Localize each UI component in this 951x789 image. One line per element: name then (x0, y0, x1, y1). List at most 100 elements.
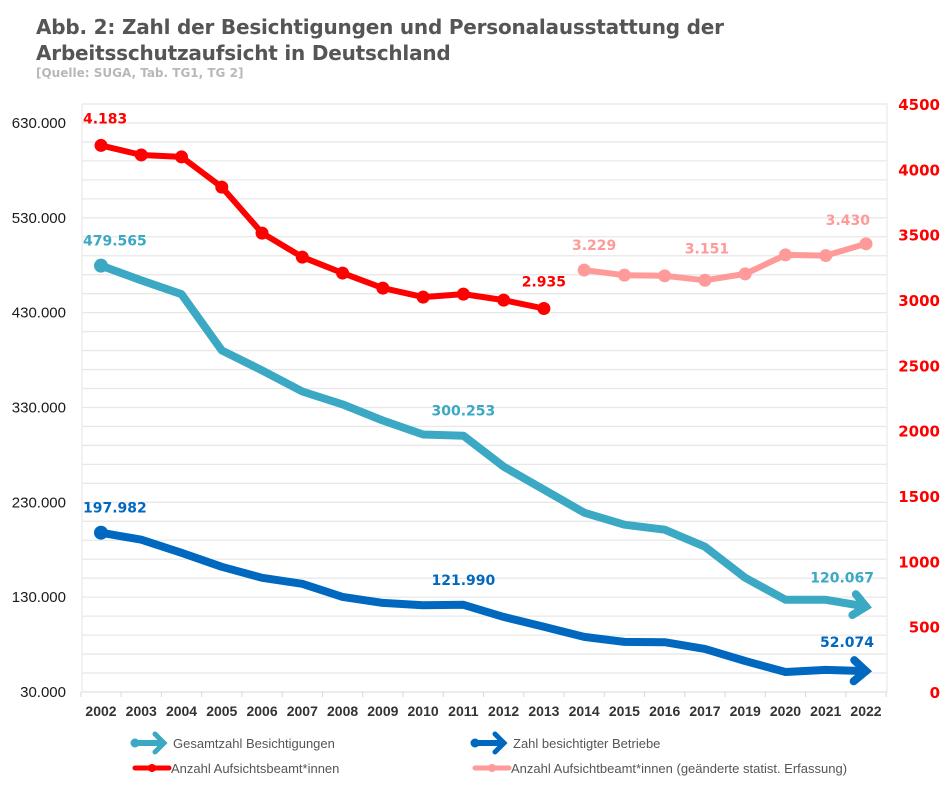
chart-title: Abb. 2: Zahl der Besichtigungen und Pers… (36, 15, 724, 65)
series-zahl-besichtigter-betriebe (94, 525, 873, 686)
data-label: 52.074 (820, 635, 874, 651)
y-left-tick-label: 530.000 (12, 210, 66, 227)
series-anzahl-aufsichtsbeamt-innen (94, 138, 551, 315)
series-anzahl-aufsichtbeamt-innen-ge-nderte-statist-erfassung (577, 237, 873, 287)
series-marker (94, 138, 108, 152)
series-marker (376, 281, 390, 295)
x-tick-label: 2022 (850, 703, 881, 719)
data-labels: 479.565 300.253 120.067 197.982 121.990 52.07… (83, 111, 874, 651)
y-left-tick-label: 30.000 (20, 684, 66, 701)
x-tick-label: 2007 (287, 703, 318, 719)
legend-label: Gesamtzahl Besichtigungen (173, 736, 335, 751)
x-tick-label: 2020 (770, 703, 801, 719)
series-marker (778, 248, 792, 262)
series-marker (658, 269, 672, 283)
series-marker (819, 249, 833, 263)
x-tick-label: 2003 (126, 703, 157, 719)
series-arrowhead (848, 590, 872, 619)
data-label: 3.430 (826, 213, 871, 229)
series-marker (859, 237, 873, 251)
legend-marker-icon (148, 764, 156, 772)
series-marker (537, 301, 551, 315)
x-tick-label: 2015 (609, 703, 640, 719)
y-right-tick-label: 4500 (898, 96, 940, 114)
y-right-tick-label: 3000 (898, 292, 940, 310)
series-marker (175, 150, 189, 164)
data-label: 3.229 (572, 238, 616, 254)
series-line (97, 261, 870, 611)
legend-arrow-icon-head (152, 731, 168, 755)
series-start-marker (94, 258, 108, 273)
series-marker (255, 226, 269, 240)
series-layer (94, 138, 873, 686)
legend-item: Zahl besichtigter Betriebe (470, 731, 660, 755)
y-left-tick-label: 630.000 (12, 115, 66, 132)
series-arrowhead (849, 656, 873, 686)
series-marker (617, 268, 631, 282)
series-line (97, 528, 870, 676)
y-left-tick-label: 130.000 (12, 589, 66, 606)
legend-item: Anzahl Aufsichtbeamt*innen (geänderte st… (472, 761, 847, 776)
x-tick-label: 2017 (689, 703, 720, 719)
data-label: 197.982 (83, 501, 147, 517)
y-right-tick-label: 500 (909, 619, 940, 637)
legend-arrow-icon-dot (130, 738, 140, 748)
series-marker (698, 273, 712, 287)
series-marker (738, 267, 752, 281)
legend-label: Anzahl Aufsichtbeamt*innen (geänderte st… (511, 761, 847, 776)
data-label: 300.253 (431, 404, 495, 420)
y-left-tick-label: 430.000 (12, 305, 66, 322)
x-tick-label: 2002 (85, 703, 116, 719)
x-tick-label: 2004 (166, 703, 197, 719)
x-tick-label: 2008 (327, 703, 358, 719)
axes: 2002 2003 2004 2005 2006 2007 2008 2009 2010 2011… (12, 96, 940, 719)
y-right-tick-label: 2500 (898, 357, 940, 375)
y-right-tick-label: 1000 (898, 553, 940, 571)
x-tick-label: 2011 (448, 703, 479, 719)
x-tick-label: 2016 (649, 703, 680, 719)
x-tick-label: 2014 (569, 703, 600, 719)
series-marker (295, 250, 309, 264)
series-marker (577, 263, 591, 277)
series-marker (134, 148, 148, 162)
series-marker (456, 287, 470, 301)
x-tick-label: 2005 (206, 703, 237, 719)
legend-label: Zahl besichtigter Betriebe (513, 736, 660, 751)
data-label: 479.565 (83, 234, 147, 250)
y-left-tick-label: 230.000 (12, 494, 66, 511)
y-right-tick-label: 3500 (898, 227, 940, 245)
x-tick-label: 2019 (730, 703, 761, 719)
y-right-tick-label: 0 (930, 684, 940, 702)
x-tick-label: 2006 (246, 703, 277, 719)
legend-item: Anzahl Aufsichtsbeamt*innen (132, 761, 339, 776)
legend-arrow-icon-head (492, 731, 508, 755)
y-right-tick-label: 4000 (898, 161, 940, 179)
x-tick-label: 2010 (408, 703, 439, 719)
x-tick-label: 2013 (528, 703, 559, 719)
data-label: 4.183 (83, 111, 127, 127)
x-tick-label: 2009 (367, 703, 398, 719)
legend-label: Anzahl Aufsichtsbeamt*innen (171, 761, 339, 776)
y-right-tick-label: 1500 (898, 488, 940, 506)
y-right-tick-label: 2000 (898, 423, 940, 441)
series-start-marker (94, 525, 108, 540)
data-label: 3.151 (685, 241, 729, 257)
series-line (583, 240, 867, 284)
legend: Gesamtzahl Besichtigungen Zahl besichtigt… (130, 731, 847, 776)
series-marker (336, 266, 350, 280)
series-marker (215, 180, 229, 194)
series-gesamtzahl-besichtigungen (94, 258, 872, 619)
series-line (100, 142, 545, 312)
plot-area-border (81, 103, 888, 693)
x-tick-label: 2012 (488, 703, 519, 719)
data-label: 120.067 (810, 571, 874, 587)
series-marker (416, 290, 430, 304)
gridlines (81, 103, 888, 693)
series-marker (497, 293, 511, 307)
legend-marker-icon (488, 764, 496, 772)
data-label: 2.935 (522, 274, 566, 290)
data-label: 121.990 (431, 573, 495, 589)
legend-item: Gesamtzahl Besichtigungen (130, 731, 335, 755)
legend-arrow-icon-dot (470, 738, 480, 748)
